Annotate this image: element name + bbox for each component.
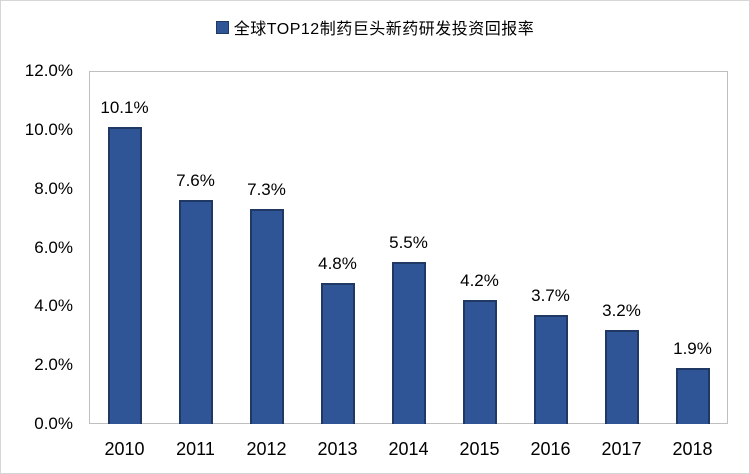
bar: [533, 315, 568, 424]
y-tick-label: 10.0%: [24, 119, 73, 139]
bar: [178, 200, 213, 424]
value-label: 7.3%: [247, 180, 286, 200]
y-tick-label: 6.0%: [34, 237, 73, 257]
legend-label: 全球TOP12制药巨头新药研发投资回报率: [233, 21, 535, 38]
y-tick-label: 8.0%: [34, 178, 73, 198]
value-label: 4.8%: [318, 253, 357, 273]
x-tick-label: 2012: [246, 439, 287, 459]
legend-swatch-icon: [215, 20, 229, 34]
x-tick-label: 2013: [317, 439, 358, 459]
y-tick-label: 2.0%: [34, 355, 73, 375]
chart-legend: 全球TOP12制药巨头新药研发投资回报率: [1, 15, 749, 39]
x-tick-label: 2017: [601, 439, 642, 459]
x-tick-label: 2010: [104, 439, 145, 459]
y-tick-label: 0.0%: [34, 414, 73, 433]
bar: [107, 126, 142, 424]
bar: [249, 209, 284, 424]
y-tick-label: 4.0%: [34, 296, 73, 316]
x-tick-label: 2014: [388, 439, 429, 459]
x-tick-label: 2011: [176, 439, 215, 459]
x-tick-label: 2015: [459, 439, 500, 459]
value-label: 3.2%: [602, 300, 641, 320]
value-label: 10.1%: [100, 97, 149, 117]
bar: [604, 329, 639, 424]
bar: [391, 262, 426, 424]
y-tick-label: 12.0%: [24, 61, 73, 80]
x-tick-label: 2016: [530, 439, 571, 459]
value-label: 3.7%: [531, 286, 570, 306]
bar: [462, 300, 497, 424]
value-label: 1.9%: [673, 339, 712, 359]
value-label: 5.5%: [389, 233, 428, 253]
bar: [320, 282, 355, 424]
bar: [675, 368, 710, 424]
x-tick-label: 2018: [672, 439, 713, 459]
value-label: 7.6%: [176, 171, 215, 191]
value-label: 4.2%: [460, 271, 499, 291]
